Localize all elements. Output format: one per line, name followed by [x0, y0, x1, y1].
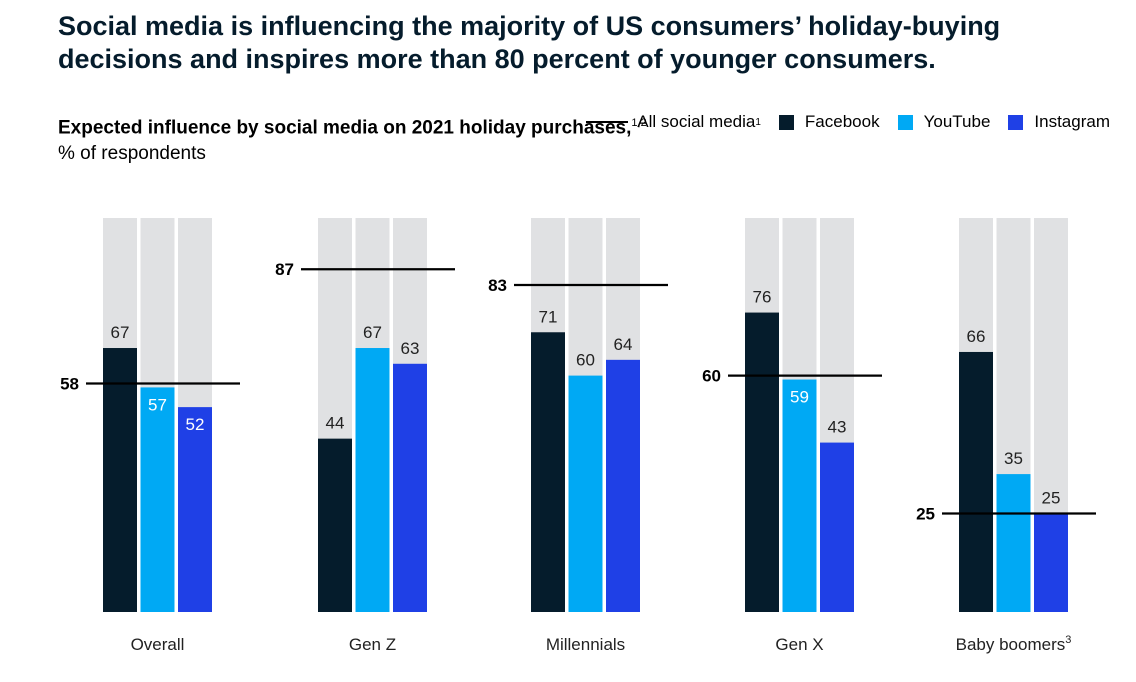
subtitle-unit: % of respondents [58, 143, 206, 165]
value-label-baby-boomers-instagram: 25 [1042, 489, 1061, 508]
bar-baby-boomers-facebook [959, 351, 993, 612]
bar-baby-boomers-youtube [996, 474, 1031, 612]
legend-all-label: All social media [637, 112, 756, 131]
value-label-gen-z-youtube: 67 [363, 323, 382, 342]
all-social-media-label-gen-z: 87 [275, 260, 294, 279]
legend-youtube: YouTube [897, 112, 991, 132]
bar-millennials-instagram [606, 359, 640, 612]
category-label-baby-boomers: Baby boomers3 [956, 634, 1072, 654]
chart-legend: All social media 1 Facebook YouTube Insta… [568, 112, 1110, 132]
value-label-gen-x-instagram: 43 [828, 418, 847, 437]
bar-millennials-youtube [568, 375, 603, 612]
category-label-overall: Overall [131, 635, 185, 654]
bar-gen-x-instagram [820, 442, 854, 612]
legend-instagram-label: Instagram [1034, 112, 1110, 131]
all-social-media-label-baby-boomers: 25 [916, 505, 935, 524]
value-label-overall-youtube: 57 [148, 395, 167, 414]
value-label-millennials-youtube: 60 [576, 351, 595, 370]
value-label-baby-boomers-facebook: 66 [967, 327, 986, 346]
bar-gen-z-youtube [355, 348, 390, 612]
subtitle-footnote: 1,2 [631, 117, 647, 129]
legend-youtube-swatch [897, 114, 913, 130]
value-label-gen-z-instagram: 63 [401, 339, 420, 358]
legend-youtube-label: YouTube [923, 112, 991, 131]
legend-all-footnote: 1 [755, 116, 761, 128]
category-label-millennials: Millennials [546, 635, 625, 654]
legend-facebook-label: Facebook [804, 112, 880, 131]
legend-facebook: Facebook [778, 112, 880, 132]
bar-gen-z-facebook [318, 438, 352, 612]
category-footnote-baby-boomers: 3 [1065, 634, 1071, 646]
chart-subtitle: Expected influence by social media on 20… [58, 110, 647, 167]
bar-overall-instagram [178, 407, 212, 612]
legend-instagram: Instagram [1008, 112, 1110, 132]
bar-gen-x-facebook [745, 312, 779, 612]
value-label-overall-instagram: 52 [186, 415, 205, 434]
bar-millennials-facebook [531, 332, 565, 612]
value-label-overall-facebook: 67 [111, 323, 130, 342]
all-social-media-label-overall: 58 [60, 374, 79, 393]
value-label-millennials-instagram: 64 [614, 335, 633, 354]
value-label-baby-boomers-youtube: 35 [1004, 449, 1023, 468]
bar-baby-boomers-instagram [1034, 513, 1068, 612]
bar-overall-youtube [140, 387, 175, 612]
legend-line-swatch [586, 121, 629, 123]
value-label-gen-x-youtube: 59 [790, 388, 809, 407]
legend-facebook-swatch [778, 114, 794, 130]
all-social-media-label-millennials: 83 [488, 276, 507, 295]
value-label-gen-z-facebook: 44 [326, 414, 345, 433]
value-label-millennials-facebook: 71 [539, 307, 558, 326]
category-label-gen-x: Gen X [775, 635, 823, 654]
all-social-media-label-gen-x: 60 [702, 367, 721, 386]
chart-headline: Social media is influencing the majority… [58, 11, 1001, 74]
bar-gen-x-youtube [782, 379, 817, 612]
value-label-gen-x-facebook: 76 [753, 288, 772, 307]
legend-instagram-swatch [1008, 114, 1024, 130]
bar-gen-z-instagram [393, 363, 427, 612]
bar-overall-facebook [103, 348, 137, 612]
subtitle-bold: Expected influence by social media on 20… [58, 117, 632, 139]
category-label-gen-z: Gen Z [349, 635, 396, 654]
legend-all-social-media: All social media 1 [586, 112, 761, 132]
